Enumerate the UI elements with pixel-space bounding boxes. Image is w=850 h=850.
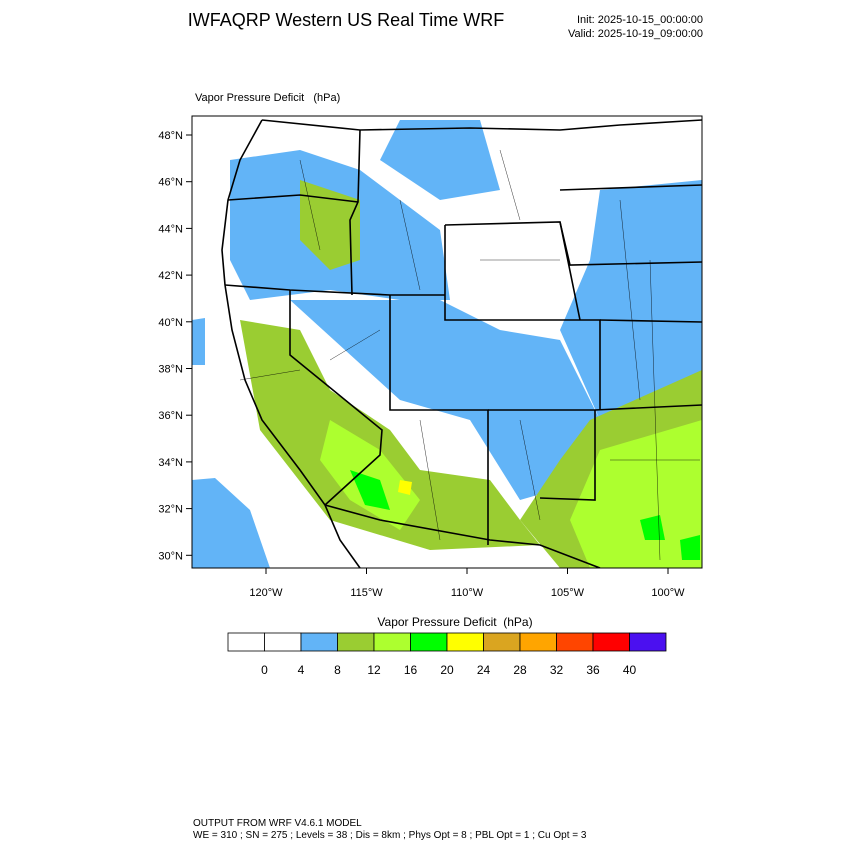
ocean-shade [192,478,270,568]
border [324,504,601,568]
lon-label: 115°W [350,587,383,599]
border [599,319,702,323]
ocean-shade [192,318,205,365]
colorbar-box [446,632,484,652]
border [559,184,702,191]
footer-line: WE = 310 ; SN = 275 ; Levels = 38 ; Dis … [193,830,587,841]
lat-label: 34°N [158,457,183,469]
lat-labels: 48°N 46°N 44°N 42°N 40°N 38°N 36°N 34°N 32°N 30°N [158,130,192,562]
lon-label: 105°W [551,587,585,599]
map-subtitle: Vapor Pressure Deficit (hPa) [195,92,340,104]
colorbar-label: 20 [440,663,454,677]
coast [224,284,361,568]
shade-olive [300,180,360,270]
colorbar-box [483,632,521,652]
colorbar-box [337,632,375,652]
border [224,284,445,296]
lat-label: 36°N [158,410,183,422]
border [261,119,702,131]
lat-label: 38°N [158,364,183,376]
lat-label: 42°N [158,270,183,282]
map [191,115,703,569]
county-lines [239,149,700,561]
lat-label: 30°N [158,550,183,562]
lat-label: 44°N [158,223,183,235]
colorbar-label: 8 [334,663,341,677]
border [227,194,359,203]
shade-lime [320,420,420,530]
lat-label: 46°N [158,177,183,189]
colorbar-title: Vapor Pressure Deficit (hPa) [377,615,532,629]
init-time: Init: 2025-10-15_00:00:00 [577,14,703,26]
colorbar-box [629,632,667,652]
colorbar-box [264,632,302,652]
colorbar-label: 36 [586,663,600,677]
lon-label: 110°W [451,587,484,599]
border [539,410,596,501]
colorbar-label: 0 [261,663,268,677]
colorbar-box [373,632,411,652]
shade-green [680,535,700,560]
colorbar-label: 12 [367,663,381,677]
colorbar-box [519,632,557,652]
border [389,295,489,545]
border [289,290,383,506]
border [349,129,361,296]
lat-label: 48°N [158,130,183,142]
lat-label: 40°N [158,317,183,329]
shade-blue [290,300,600,500]
lon-label: 100°W [651,587,685,599]
colorbar-box [556,632,594,652]
shade-blue [560,180,702,420]
shade-blue [380,120,500,200]
shade-yellow [398,480,412,495]
colorbar: 0 4 8 12 16 20 24 28 32 36 40 [227,632,667,677]
map-frame [191,115,703,569]
lat-label: 32°N [158,504,183,516]
colorbar-label: 24 [477,663,491,677]
colorbar-label: 16 [404,663,418,677]
lon-label: 120°W [249,587,283,599]
valid-time: Valid: 2025-10-19_09:00:00 [568,28,703,40]
shade-green [350,470,390,510]
colorbar-label: 28 [513,663,527,677]
colorbar-box [300,632,338,652]
border [559,221,702,266]
footer-line: OUTPUT FROM WRF V4.6.1 MODEL [193,818,362,829]
shade-olive [240,320,540,550]
colorbar-label: 40 [623,663,637,677]
colorbar-label: 4 [298,663,305,677]
colorbar-box [227,632,265,652]
title: IWFAQRP Western US Real Time WRF [188,10,504,30]
colorbar-box [592,632,630,652]
coast [221,119,263,286]
border [444,225,601,410]
lon-labels: 120°W 115°W 110°W 105°W 100°W [249,568,685,599]
colorbar-box [410,632,448,652]
colorbar-label: 32 [550,663,564,677]
shade-lime [570,420,702,568]
